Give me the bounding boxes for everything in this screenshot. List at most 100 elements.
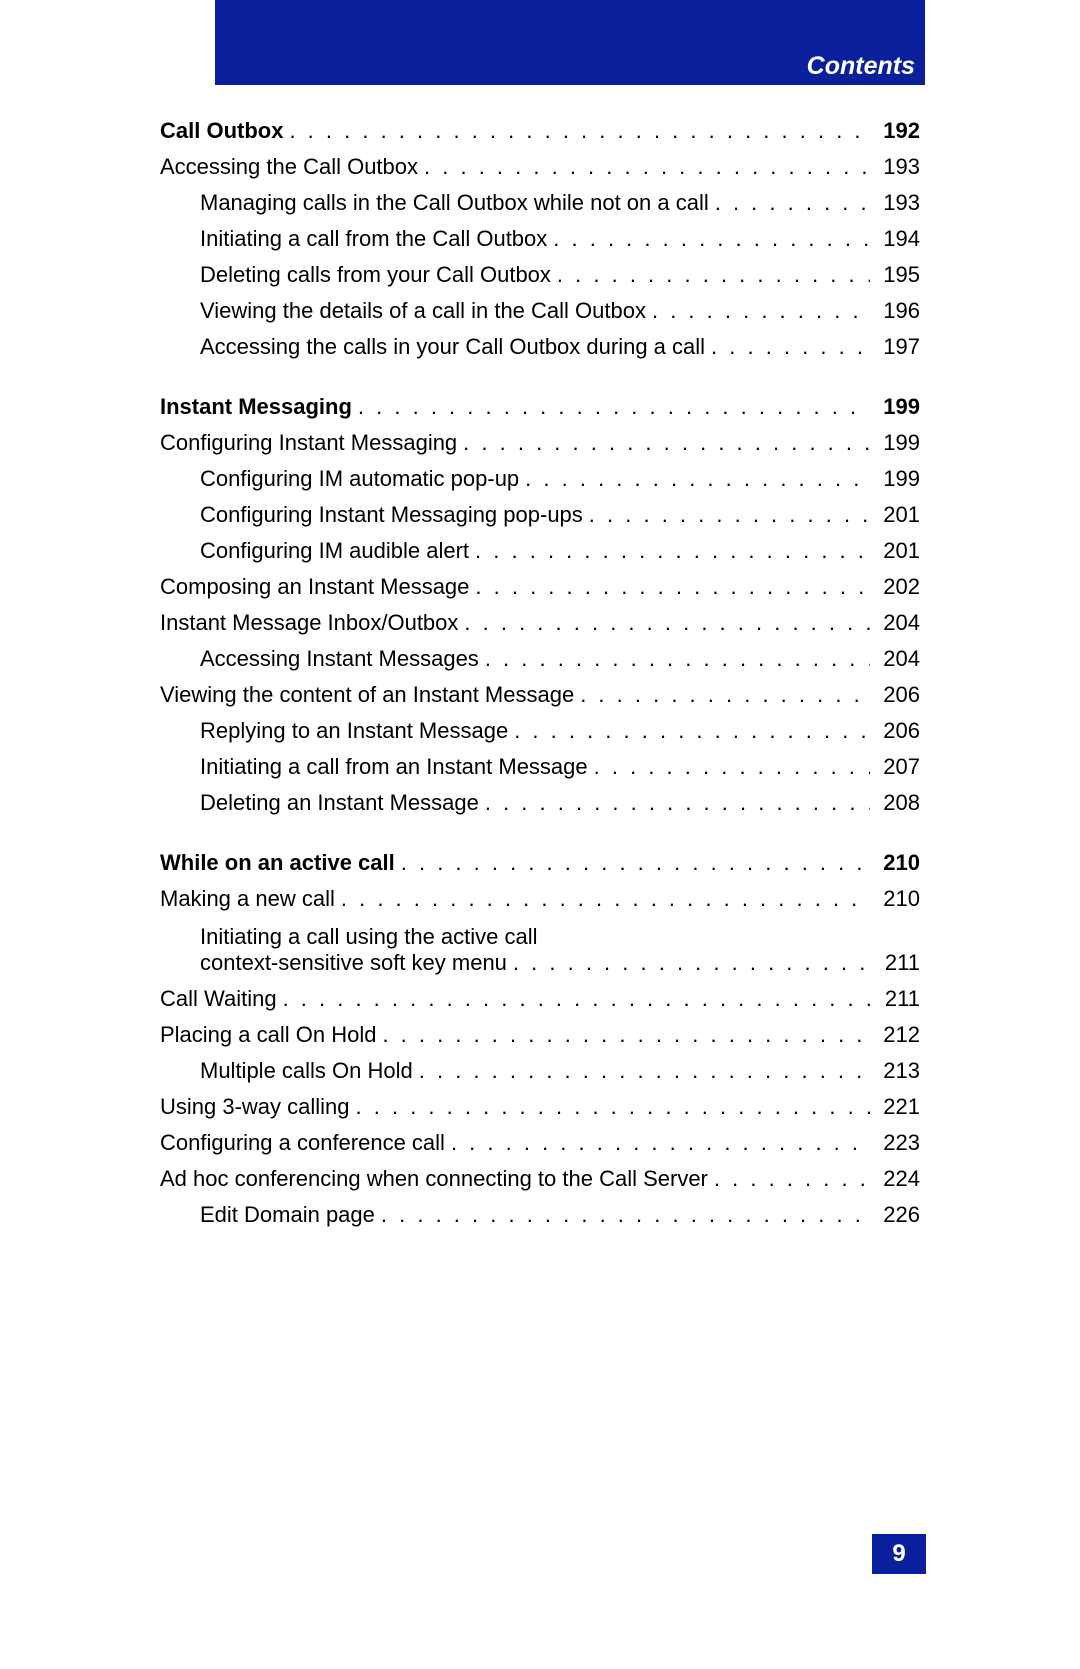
toc-entry-page: 211: [870, 988, 920, 1010]
toc-entry-title: Managing calls in the Call Outbox while …: [200, 192, 709, 214]
toc-entry: Accessing Instant Messages. . . . . . . …: [160, 648, 920, 670]
toc-entry: Edit Domain page. . . . . . . . . . . . …: [160, 1204, 920, 1226]
toc-entry-page: 194: [870, 228, 920, 250]
header-title: Contents: [807, 52, 915, 81]
toc-entry: Viewing the details of a call in the Cal…: [160, 300, 920, 322]
toc-container: Call Outbox. . . . . . . . . . . . . . .…: [160, 120, 920, 1240]
toc-entry-title: Edit Domain page: [200, 1204, 375, 1226]
toc-leader: . . . . . . . . . . . . . . . . . . . . …: [588, 756, 870, 778]
toc-entry-page: 221: [870, 1096, 920, 1118]
toc-entry: Instant Messaging. . . . . . . . . . . .…: [160, 396, 920, 418]
toc-entry: Multiple calls On Hold. . . . . . . . . …: [160, 1060, 920, 1082]
toc-leader: . . . . . . . . . . . . . . . . . . . . …: [350, 1096, 870, 1118]
toc-entry-page: 199: [870, 396, 920, 418]
toc-leader: . . . . . . . . . . . . . . . . . . . . …: [646, 300, 870, 322]
toc-entry-page: 196: [870, 300, 920, 322]
toc-entry-page: 197: [870, 336, 920, 358]
toc-entry: Deleting calls from your Call Outbox. . …: [160, 264, 920, 286]
toc-entry-page: 204: [870, 612, 920, 634]
toc-leader: . . . . . . . . . . . . . . . . . . . . …: [335, 888, 870, 910]
toc-entry-title: Accessing Instant Messages: [200, 648, 479, 670]
toc-entry: Accessing the Call Outbox. . . . . . . .…: [160, 156, 920, 178]
toc-entry-page: 211: [870, 952, 920, 974]
toc-entry: Composing an Instant Message. . . . . . …: [160, 576, 920, 598]
toc-entry: Call Waiting. . . . . . . . . . . . . . …: [160, 988, 920, 1010]
toc-leader: . . . . . . . . . . . . . . . . . . . . …: [395, 852, 870, 874]
toc-entry-title: Configuring Instant Messaging: [160, 432, 457, 454]
toc-entry: Using 3-way calling. . . . . . . . . . .…: [160, 1096, 920, 1118]
toc-entry-page: 213: [870, 1060, 920, 1082]
toc-leader: . . . . . . . . . . . . . . . . . . . . …: [469, 576, 870, 598]
toc-entry: Accessing the calls in your Call Outbox …: [160, 336, 920, 358]
toc-entry: Configuring IM automatic pop-up. . . . .…: [160, 468, 920, 490]
toc-entry-title: Viewing the details of a call in the Cal…: [200, 300, 646, 322]
toc-entry-title: Accessing the calls in your Call Outbox …: [200, 336, 705, 358]
toc-entry-page: 201: [870, 504, 920, 526]
toc-entry-page: 192: [870, 120, 920, 142]
toc-entry-title: Initiating a call from an Instant Messag…: [200, 756, 588, 778]
toc-entry-title: Replying to an Instant Message: [200, 720, 508, 742]
toc-entry: Call Outbox. . . . . . . . . . . . . . .…: [160, 120, 920, 142]
toc-entry-page: 199: [870, 468, 920, 490]
toc-entry-page: 201: [870, 540, 920, 562]
toc-entry-page: 212: [870, 1024, 920, 1046]
toc-entry-title: Multiple calls On Hold: [200, 1060, 413, 1082]
toc-leader: . . . . . . . . . . . . . . . . . . . . …: [277, 988, 870, 1010]
toc-entry-title: Deleting an Instant Message: [200, 792, 479, 814]
toc-entry: Initiating a call from an Instant Messag…: [160, 756, 920, 778]
toc-entry-title: Instant Message Inbox/Outbox: [160, 612, 458, 634]
toc-entry-page: 193: [870, 156, 920, 178]
toc-entry: Configuring Instant Messaging. . . . . .…: [160, 432, 920, 454]
toc-entry-page: 195: [870, 264, 920, 286]
toc-entry-page: 193: [870, 192, 920, 214]
toc-leader: . . . . . . . . . . . . . . . . . . . . …: [547, 228, 870, 250]
toc-entry-title: Using 3-way calling: [160, 1096, 350, 1118]
toc-leader: . . . . . . . . . . . . . . . . . . . . …: [479, 648, 870, 670]
toc-entry-title: Composing an Instant Message: [160, 576, 469, 598]
toc-leader: . . . . . . . . . . . . . . . . . . . . …: [413, 1060, 870, 1082]
toc-leader: . . . . . . . . . . . . . . . . . . . . …: [574, 684, 870, 706]
toc-leader: . . . . . . . . . . . . . . . . . . . . …: [508, 720, 870, 742]
toc-entry-title: Configuring Instant Messaging pop-ups: [200, 504, 583, 526]
toc-entry: Configuring a conference call. . . . . .…: [160, 1132, 920, 1154]
page: Contents Call Outbox. . . . . . . . . . …: [0, 0, 1080, 1669]
toc-entry-title: Instant Messaging: [160, 396, 352, 418]
toc-entry: Initiating a call from the Call Outbox. …: [160, 228, 920, 250]
toc-entry-title: Making a new call: [160, 888, 335, 910]
toc-entry-page: 226: [870, 1204, 920, 1226]
toc-entry-title: Accessing the Call Outbox: [160, 156, 418, 178]
toc-entry: Deleting an Instant Message. . . . . . .…: [160, 792, 920, 814]
toc-entry-title: Deleting calls from your Call Outbox: [200, 264, 551, 286]
toc-entry: Ad hoc conferencing when connecting to t…: [160, 1168, 920, 1190]
toc-entry-page: 202: [870, 576, 920, 598]
toc-entry-title: Configuring IM automatic pop-up: [200, 468, 519, 490]
toc-leader: . . . . . . . . . . . . . . . . . . . . …: [705, 336, 870, 358]
toc-entry-page: 210: [870, 888, 920, 910]
toc-leader: . . . . . . . . . . . . . . . . . . . . …: [352, 396, 870, 418]
toc-entry: Instant Message Inbox/Outbox. . . . . . …: [160, 612, 920, 634]
toc-leader: . . . . . . . . . . . . . . . . . . . . …: [458, 612, 870, 634]
toc-leader: . . . . . . . . . . . . . . . . . . . . …: [507, 952, 870, 974]
toc-entry-page: 208: [870, 792, 920, 814]
toc-entry-title: Viewing the content of an Instant Messag…: [160, 684, 574, 706]
toc-entry-title: Initiating a call from the Call Outbox: [200, 228, 547, 250]
toc-entry-title: Configuring a conference call: [160, 1132, 445, 1154]
toc-entry-title: Call Waiting: [160, 988, 277, 1010]
toc-leader: . . . . . . . . . . . . . . . . . . . . …: [709, 192, 870, 214]
toc-entry-page: 206: [870, 720, 920, 742]
toc-entry: Configuring IM audible alert. . . . . . …: [160, 540, 920, 562]
toc-leader: . . . . . . . . . . . . . . . . . . . . …: [479, 792, 870, 814]
toc-leader: . . . . . . . . . . . . . . . . . . . . …: [457, 432, 870, 454]
toc-entry-page: 207: [870, 756, 920, 778]
toc-entry-title: Ad hoc conferencing when connecting to t…: [160, 1168, 708, 1190]
toc-leader: . . . . . . . . . . . . . . . . . . . . …: [445, 1132, 870, 1154]
toc-leader: . . . . . . . . . . . . . . . . . . . . …: [469, 540, 870, 562]
toc-entry: Managing calls in the Call Outbox while …: [160, 192, 920, 214]
toc-entry: Making a new call. . . . . . . . . . . .…: [160, 888, 920, 910]
toc-entry-title: Configuring IM audible alert: [200, 540, 469, 562]
toc-leader: . . . . . . . . . . . . . . . . . . . . …: [375, 1204, 870, 1226]
toc-entry-title: While on an active call: [160, 852, 395, 874]
toc-entry-line: Initiating a call using the active call: [160, 924, 920, 950]
toc-leader: . . . . . . . . . . . . . . . . . . . . …: [583, 504, 870, 526]
toc-entry-page: 199: [870, 432, 920, 454]
